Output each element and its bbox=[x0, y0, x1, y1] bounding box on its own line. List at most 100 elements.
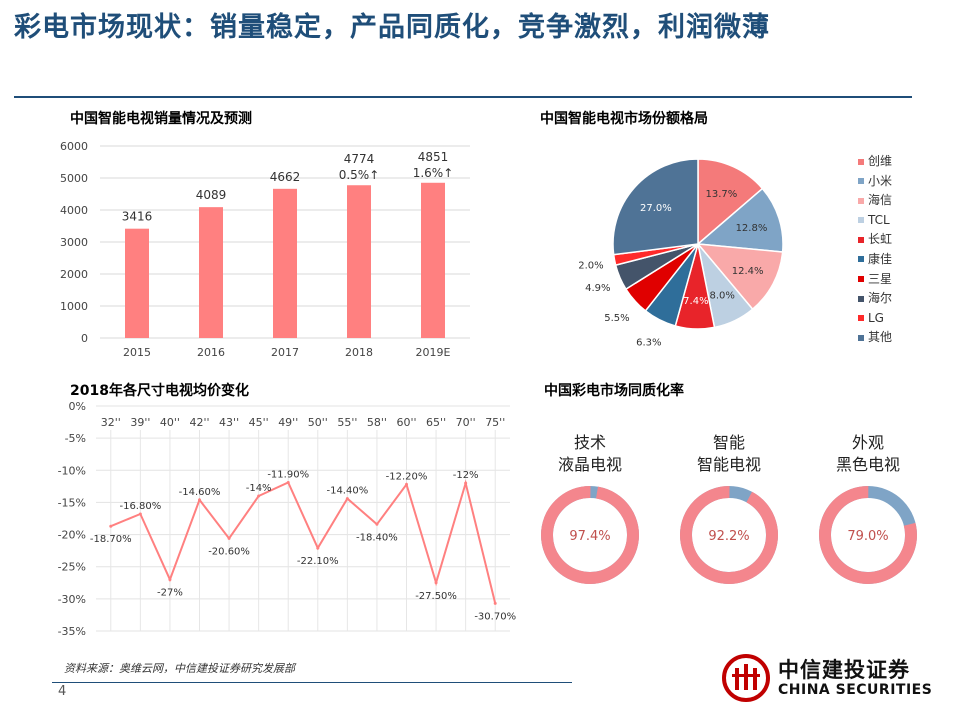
legend-label: 长虹 bbox=[868, 232, 893, 247]
line-x-tick: 39'' bbox=[130, 416, 150, 429]
pie-slice-label: 27.0% bbox=[640, 203, 672, 214]
market-share-pie-chart: 13.7% 12.8% 12.4% 8.0%7.4% 6.3% 5.5% 4.9% 2.0% 2… bbox=[578, 158, 784, 348]
company-logo: 中信建投证券 CHINA SECURITIES bbox=[722, 652, 942, 704]
line-point bbox=[286, 481, 290, 484]
legend-swatch bbox=[858, 334, 864, 341]
logo-emblem-icon bbox=[722, 654, 770, 702]
bar bbox=[199, 207, 223, 338]
footer-divider bbox=[52, 682, 572, 683]
bar-y-tick: 1000 bbox=[60, 300, 88, 313]
line-y-tick: -20% bbox=[58, 529, 86, 542]
line-value-label: -14.40% bbox=[326, 486, 368, 497]
logo-text-en: CHINA SECURITIES bbox=[778, 682, 933, 698]
line-x-tick: 60'' bbox=[396, 416, 416, 429]
pie-slice-label: 4.9% bbox=[585, 283, 610, 294]
legend-swatch bbox=[858, 315, 864, 322]
donut-main-arc bbox=[541, 486, 639, 585]
logo-text-cn: 中信建投证券 bbox=[778, 658, 910, 682]
bar-value-label: 3416 bbox=[122, 210, 153, 224]
bar-growth-label: 0.5%↑ bbox=[339, 168, 380, 182]
line-y-tick: -25% bbox=[58, 561, 86, 574]
bar bbox=[421, 182, 445, 338]
donut-value: 97.4% bbox=[569, 529, 610, 544]
bar-y-tick: 4000 bbox=[60, 204, 88, 217]
line-value-label: -11.90% bbox=[267, 470, 309, 481]
legend-swatch bbox=[858, 217, 864, 224]
donut-value: 79.0% bbox=[847, 529, 888, 544]
line-x-tick: 75'' bbox=[485, 416, 505, 429]
legend-item: LG bbox=[858, 309, 892, 329]
price-change-line bbox=[110, 479, 497, 604]
donut-label-category: 外观 bbox=[851, 433, 884, 452]
line-value-label: -20.60% bbox=[208, 546, 250, 557]
bar-y-tick: 0 bbox=[81, 332, 88, 345]
pie-chart-title: 中国智能电视市场份额格局 bbox=[540, 111, 708, 127]
line-chart-title: 2018年各尺寸电视均价变化 bbox=[70, 383, 249, 399]
legend-label: LG bbox=[868, 310, 884, 325]
line-value-label: -12.20% bbox=[386, 471, 428, 482]
legend-label: 创维 bbox=[868, 154, 893, 168]
line-y-tick: -10% bbox=[58, 464, 86, 477]
title-divider bbox=[14, 96, 912, 98]
line-point bbox=[405, 482, 408, 486]
pie-slice-label: 12.8% bbox=[736, 223, 768, 234]
line-value-label: -14% bbox=[246, 483, 272, 494]
bar-y-tick: 2000 bbox=[60, 268, 88, 281]
legend-item: 三星 bbox=[858, 270, 892, 290]
line-value-label: -27% bbox=[157, 588, 183, 599]
legend-swatch bbox=[858, 276, 864, 283]
legend-label: 小米 bbox=[868, 173, 893, 188]
bar-growth-label: 1.6%↑ bbox=[413, 166, 454, 180]
legend-swatch bbox=[858, 197, 864, 204]
line-value-label: -12% bbox=[453, 470, 479, 481]
page-number: 4 bbox=[58, 684, 67, 699]
line-point bbox=[198, 498, 201, 502]
legend-swatch bbox=[858, 256, 864, 263]
bar-value-label: 4851 bbox=[418, 150, 449, 164]
pie-slice bbox=[612, 158, 699, 256]
line-y-tick: -15% bbox=[58, 496, 86, 509]
line-point bbox=[109, 524, 113, 528]
line-x-tick: 32'' bbox=[101, 416, 121, 429]
legend-item: TCL bbox=[858, 211, 892, 231]
line-point bbox=[316, 546, 320, 550]
donut-section-title: 中国彩电市场同质化率 bbox=[544, 383, 684, 399]
bar-y-tick: 3000 bbox=[60, 236, 88, 249]
price-change-line-chart: 0% -5% -10% -15% -20% -25% -30% -35% 32'' 39'' 40'… bbox=[58, 400, 517, 638]
legend-label: 其他 bbox=[868, 330, 893, 345]
line-point bbox=[168, 578, 172, 582]
donut-label-type: 液晶电视 bbox=[557, 455, 622, 474]
line-point bbox=[434, 581, 438, 585]
donut-label-category: 技术 bbox=[573, 433, 606, 452]
pie-slice bbox=[697, 158, 764, 246]
donut-label: 智能 智能电视 bbox=[669, 432, 789, 476]
donut-label-type: 智能电视 bbox=[696, 455, 761, 474]
line-x-tick: 70'' bbox=[456, 416, 476, 429]
bar-x-tick: 2017 bbox=[271, 346, 299, 359]
line-x-tick: 43'' bbox=[219, 416, 239, 429]
legend-label: 海信 bbox=[868, 193, 893, 208]
donut-label-type: 黑色电视 bbox=[835, 455, 900, 474]
line-point bbox=[227, 536, 231, 540]
legend-item: 海信 bbox=[858, 191, 892, 211]
line-x-tick: 42'' bbox=[189, 416, 209, 429]
legend-item: 其他 bbox=[858, 328, 892, 348]
line-x-tick: 65'' bbox=[426, 416, 446, 429]
donut-main-arc bbox=[680, 486, 778, 584]
pie-slice-label: 8.0% bbox=[710, 291, 735, 302]
bar bbox=[125, 228, 149, 338]
line-y-tick: -35% bbox=[58, 625, 86, 638]
legend-item: 长虹 bbox=[858, 230, 892, 250]
pie-slice-label: 5.5% bbox=[604, 313, 629, 324]
bar-chart-title: 中国智能电视销量情况及预测 bbox=[70, 111, 252, 127]
legend-label: 三星 bbox=[868, 271, 893, 286]
line-x-tick: 49'' bbox=[278, 416, 298, 429]
line-point bbox=[257, 494, 261, 498]
line-value-label: -30.70% bbox=[474, 611, 516, 622]
line-y-tick: -5% bbox=[65, 432, 86, 445]
line-x-tick: 45'' bbox=[249, 416, 269, 429]
line-point bbox=[493, 601, 497, 605]
pie-slice-label: 7.4% bbox=[683, 296, 708, 307]
line-point bbox=[138, 512, 142, 516]
donut-chart: 97.4% bbox=[541, 486, 639, 585]
